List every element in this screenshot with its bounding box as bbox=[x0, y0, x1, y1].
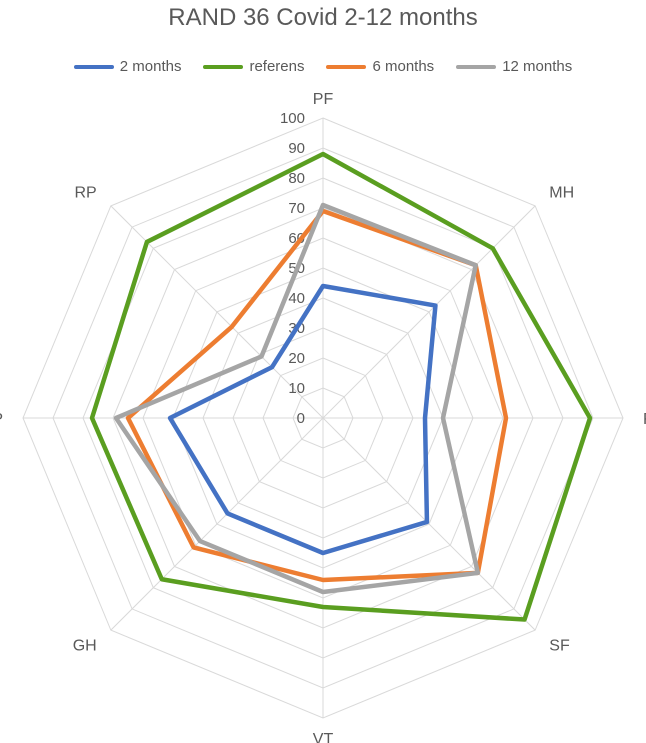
axis-label: BP bbox=[0, 411, 3, 428]
series-line bbox=[167, 283, 438, 556]
legend-item: 12 months bbox=[456, 58, 572, 75]
legend-swatch bbox=[326, 64, 367, 69]
axis-label: GH bbox=[73, 637, 97, 654]
legend-label: 2 months bbox=[119, 58, 182, 75]
tick-label: 20 bbox=[288, 350, 305, 367]
legend-item: referens bbox=[203, 58, 304, 75]
legend-swatch bbox=[456, 64, 497, 69]
chart-title: RAND 36 Covid 2-12 months bbox=[168, 4, 478, 31]
axis-spoke bbox=[110, 417, 324, 631]
axis-label: PF bbox=[313, 91, 334, 108]
tick-label: 70 bbox=[288, 200, 305, 217]
axis-label: VT bbox=[313, 731, 334, 743]
tick-label: 90 bbox=[288, 140, 305, 157]
series-lines bbox=[89, 151, 593, 622]
axis-label: MH bbox=[549, 185, 574, 202]
axis-spoke bbox=[322, 205, 536, 419]
tick-label: 10 bbox=[288, 380, 305, 397]
legend-item: 2 months bbox=[73, 58, 182, 75]
axis-label: RE bbox=[643, 411, 646, 428]
axis-labels: PF MH RE SF VT GH BP RP bbox=[0, 91, 646, 743]
legend: 2 months referens 6 months 12 months bbox=[0, 58, 646, 75]
series-line bbox=[89, 151, 593, 622]
tick-label: 80 bbox=[288, 170, 305, 187]
series-line bbox=[125, 208, 509, 583]
legend-swatch bbox=[73, 64, 114, 69]
tick-label: 0 bbox=[297, 410, 305, 427]
legend-label: 12 months bbox=[502, 58, 573, 75]
series-line bbox=[113, 202, 481, 595]
legend-label: 6 months bbox=[372, 58, 435, 75]
axis-label: RP bbox=[74, 185, 96, 202]
tick-label: 40 bbox=[288, 290, 305, 307]
axis-spoke bbox=[322, 417, 536, 631]
legend-item: 6 months bbox=[326, 58, 434, 75]
legend-label: referens bbox=[249, 58, 305, 75]
axis-label: SF bbox=[549, 637, 570, 654]
tick-label: 100 bbox=[280, 110, 305, 127]
legend-swatch bbox=[203, 64, 244, 69]
